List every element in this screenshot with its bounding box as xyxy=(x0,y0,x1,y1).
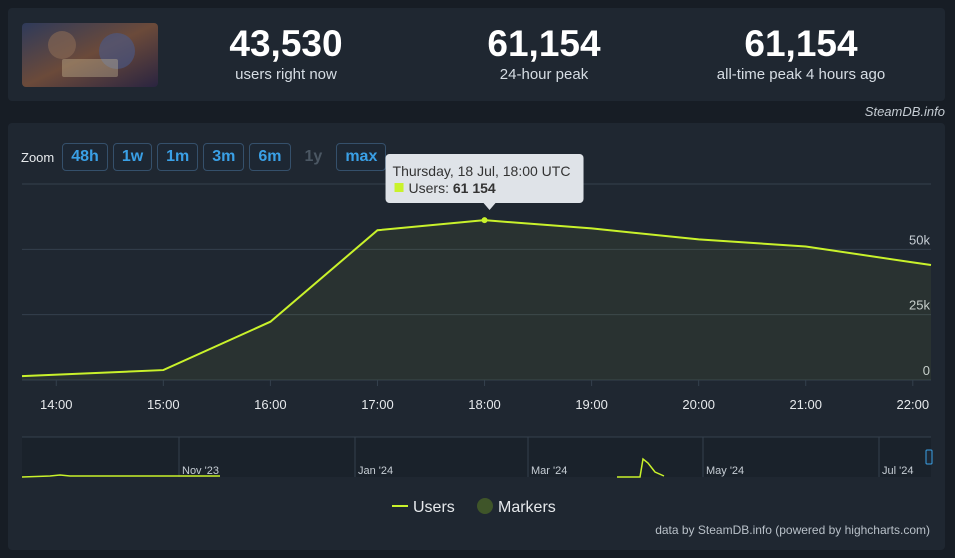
zoom-bar: Zoom 48h 1w 1m 3m 6m 1y max xyxy=(21,143,387,171)
tooltip-box xyxy=(385,154,584,210)
tooltip-title: Thursday, 18 Jul, 18:00 UTC xyxy=(393,163,571,179)
zoom-button: 1y xyxy=(304,148,323,165)
stats-panel xyxy=(8,8,945,101)
navigator-handle xyxy=(925,449,933,465)
line xyxy=(21,219,932,378)
stat-label: 24-hour peak xyxy=(499,66,589,83)
navigator xyxy=(22,437,931,477)
tooltip-label: Users: xyxy=(409,180,449,196)
zoom-button[interactable]: 1w xyxy=(112,143,153,171)
zoom-button[interactable]: 3m xyxy=(203,143,245,171)
x-tick-label: 22:00 xyxy=(897,397,930,412)
navigator-label: Jan '24 xyxy=(358,465,393,477)
x-tick-label: 18:00 xyxy=(468,397,501,412)
y-tick-label: 50k xyxy=(909,232,930,247)
x-tick-label: 19:00 xyxy=(575,397,608,412)
legend-marker xyxy=(477,498,493,514)
navigator-label: Mar '24 xyxy=(531,465,567,477)
stat: 43,530 users right now xyxy=(186,22,386,83)
navigator-line xyxy=(21,457,665,478)
stat-value: 43,530 xyxy=(229,23,343,64)
x-tick-label: 21:00 xyxy=(789,397,822,412)
area xyxy=(22,220,931,380)
site-label: SteamDB.info xyxy=(864,104,945,119)
navigator-label: Nov '23 xyxy=(182,465,219,477)
navigator-label: Jul '24 xyxy=(882,465,913,477)
zoom-button[interactable]: 6m xyxy=(249,143,291,171)
stat-value: 61,154 xyxy=(744,23,858,64)
y-tick-label: 0 xyxy=(923,363,930,378)
stat: 61,154 24-hour peak xyxy=(444,22,644,83)
zoom-button[interactable]: 1m xyxy=(157,143,199,171)
x-tick-label: 17:00 xyxy=(361,397,394,412)
tooltip-value: 61 154 xyxy=(453,180,496,196)
y-tick-label: 25k xyxy=(909,298,930,313)
tooltip-row: Users: 61 154 xyxy=(409,180,496,196)
stat: 61,154 all-time peak 4 hours ago xyxy=(701,22,901,83)
navigator-label: May '24 xyxy=(706,465,744,477)
hover-point xyxy=(481,217,488,224)
zoom-label: Zoom xyxy=(21,149,55,165)
x-tick-label: 16:00 xyxy=(254,397,287,412)
x-tick-label: 15:00 xyxy=(147,397,180,412)
legend-label: Markers xyxy=(498,499,556,516)
legend-label: Users xyxy=(413,499,455,516)
stat-label: users right now xyxy=(235,66,337,83)
stat-label: all-time peak 4 hours ago xyxy=(716,66,886,83)
zoom-button[interactable]: max xyxy=(336,143,387,171)
game-image xyxy=(22,23,158,87)
credits: data by SteamDB.info (powered by highcha… xyxy=(655,523,930,537)
x-tick-label: 14:00 xyxy=(40,397,73,412)
stat-value: 61,154 xyxy=(487,23,601,64)
x-tick-label: 20:00 xyxy=(682,397,715,412)
tooltip-swatch xyxy=(394,183,404,192)
zoom-button[interactable]: 48h xyxy=(62,143,108,171)
